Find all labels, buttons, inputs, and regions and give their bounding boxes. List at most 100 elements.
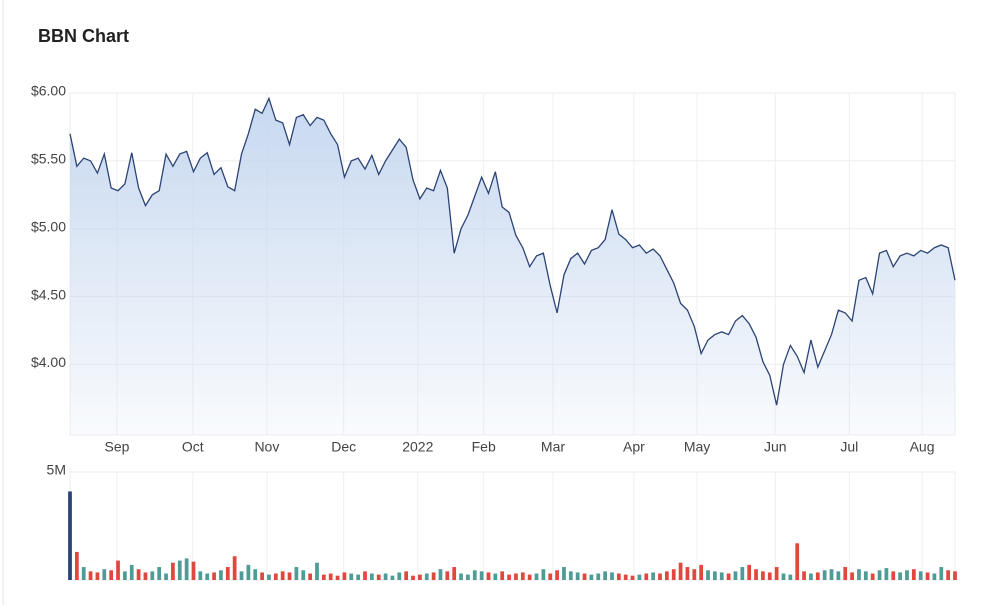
x-tick-label: Jun <box>764 439 787 455</box>
volume-bar <box>719 572 724 580</box>
volume-bar <box>623 574 628 580</box>
volume-bar <box>596 573 601 580</box>
volume-bar <box>123 571 127 580</box>
volume-bar <box>829 569 834 580</box>
volume-bar <box>911 569 916 580</box>
volume-bar <box>212 572 216 580</box>
volume-bar <box>781 573 786 580</box>
volume-bar <box>575 572 580 580</box>
volume-bar <box>953 571 957 580</box>
volume-bar <box>150 571 155 580</box>
volume-bar <box>898 572 902 580</box>
volume-bar <box>431 572 436 580</box>
volume-bar <box>726 573 731 580</box>
x-tick-label: Dec <box>331 439 356 455</box>
volume-bar <box>315 562 319 580</box>
x-tick-label: Sep <box>105 439 130 455</box>
volume-bar <box>349 573 354 580</box>
x-tick-label: Jul <box>840 439 858 455</box>
volume-bar <box>706 570 710 580</box>
volume-bar <box>404 571 409 580</box>
volume-bar <box>507 574 511 580</box>
volume-bar <box>184 558 189 580</box>
volume-bar <box>143 572 148 580</box>
volume-bar <box>815 572 820 580</box>
volume-bar <box>905 570 909 580</box>
volume-bar <box>287 572 292 580</box>
y-tick-label: $5.00 <box>31 218 66 234</box>
volume-bar <box>424 573 429 580</box>
volume-bar <box>555 570 559 580</box>
volume-bar <box>397 572 402 580</box>
volume-bar <box>946 570 951 580</box>
y-tick-label: $4.50 <box>31 286 66 302</box>
volume-bar <box>918 571 923 580</box>
x-tick-label: Oct <box>182 439 204 455</box>
volume-bar <box>253 569 258 580</box>
volume-bar <box>822 570 827 580</box>
volume-bar <box>767 572 772 580</box>
volume-bar <box>843 567 848 580</box>
volume-bar <box>376 574 381 580</box>
volume-bar <box>479 571 484 580</box>
volume-bar <box>685 567 690 580</box>
volume-bar <box>68 491 72 580</box>
volume-bar <box>260 572 264 580</box>
volume-bar <box>301 570 306 580</box>
volume-bar <box>836 571 841 580</box>
volume-bar <box>568 571 573 580</box>
volume-bar <box>219 570 223 580</box>
volume-bar <box>294 567 299 580</box>
volume-bar <box>932 573 937 580</box>
volume-bar <box>335 575 340 580</box>
x-tick-label: Feb <box>472 439 496 455</box>
volume-bar <box>870 573 875 580</box>
volume-bar <box>438 569 443 580</box>
volume-bar <box>363 571 367 580</box>
volume-bar <box>527 574 532 580</box>
chart-title: BBN Chart <box>38 26 129 46</box>
volume-bar <box>116 560 120 580</box>
volume-bar <box>171 562 175 580</box>
volume-bar <box>129 564 134 580</box>
x-tick-label: Apr <box>623 439 645 455</box>
volume-bar <box>658 573 662 580</box>
volume-bar <box>239 571 244 580</box>
y-tick-label: $5.50 <box>31 151 66 167</box>
volume-bar <box>383 573 388 580</box>
volume-bar <box>733 571 738 580</box>
volume-bar <box>418 574 422 580</box>
volume-bar <box>466 574 470 580</box>
volume-bar <box>102 569 107 580</box>
volume-bar <box>630 575 635 580</box>
volume-bar <box>493 573 498 580</box>
volume-bar <box>562 567 566 580</box>
volume-bar <box>644 573 649 580</box>
volume-bar <box>459 573 463 580</box>
volume-bar <box>664 571 669 580</box>
volume-bar <box>788 574 793 580</box>
volume-bar <box>939 567 944 580</box>
volume-bar <box>198 571 203 580</box>
volume-bar <box>671 569 676 580</box>
x-tick-label: Mar <box>541 439 565 455</box>
price-line <box>69 96 956 406</box>
volume-bar <box>877 570 882 580</box>
volume-bar <box>802 571 806 580</box>
x-tick-label: Aug <box>910 439 935 455</box>
volume-bar <box>308 573 312 580</box>
volume-bar <box>520 572 525 580</box>
volume-bar <box>232 556 237 580</box>
volume-bar <box>321 574 326 580</box>
volume-bar <box>95 572 100 580</box>
volume-bar <box>850 572 854 580</box>
volume-bar <box>267 574 271 580</box>
y-tick-label: $4.00 <box>31 354 66 370</box>
volume-bar <box>472 570 477 580</box>
volume-bar <box>795 543 800 580</box>
volume-bar <box>356 574 361 580</box>
volume-bar <box>740 567 745 580</box>
volume-bar <box>603 571 607 580</box>
volume-bar <box>589 574 594 580</box>
volume-bar <box>445 571 450 580</box>
